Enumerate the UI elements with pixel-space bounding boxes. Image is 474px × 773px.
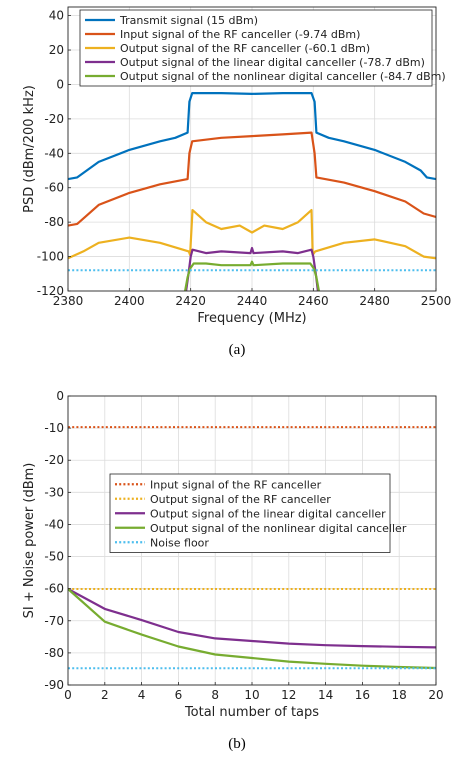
y-tick-label-8: -120 [37,284,64,298]
x-tick-label-4: 2460 [298,294,329,308]
x-tick-label-6: 12 [281,688,296,702]
legend-box [79,9,433,87]
y-tick-label-2: -20 [44,453,64,467]
caption-a: (a) [229,342,246,358]
x-tick-label-2: 2420 [175,294,206,308]
legend-label-2: Output signal of the RF canceller (-60.1… [120,42,370,55]
y-tick-label-3: -20 [44,112,64,126]
x-tick-label-1: 2 [101,688,109,702]
series-group [68,426,436,670]
caption-b: (b) [228,736,246,752]
y-tick-label-7: -100 [37,250,64,264]
x-tick-label-4: 8 [211,688,219,702]
x-axis-label: Total number of taps [184,705,319,720]
y-tick-label-3: -30 [44,485,64,499]
y-tick-label-0: 0 [56,389,64,403]
series-line-4 [184,260,320,291]
y-tick-label-9: -90 [44,678,64,692]
x-tick-label-0: 0 [64,688,72,702]
x-axis-label: Frequency (MHz) [197,311,306,326]
series-line-1 [68,131,436,227]
series-line-0 [68,91,436,181]
y-tick-label-5: -60 [44,181,64,195]
x-tick-label-5: 10 [244,688,259,702]
x-tick-label-3: 6 [175,688,183,702]
legend-label-2: Output signal of the linear digital canc… [150,507,386,520]
legend-label-1: Output signal of the RF canceller [150,493,331,506]
legend-box [109,473,391,553]
x-tick-label-9: 18 [392,688,407,702]
series-line-2 [68,588,436,649]
x-tick-label-7: 14 [318,688,333,702]
chart-si-noise-power: 0 2 4 6 8 10 12 14 16 18 20 0 -10 -20 -30 -40 -50 -60 -70 -… [22,389,444,720]
y-tick-label-4: -40 [44,146,64,160]
y-tick-label-4: -40 [44,517,64,531]
x-tick-label-10: 20 [428,688,443,702]
legend-label-0: Transmit signal (15 dBm) [119,14,258,27]
legend-label-3: Output signal of the linear digital canc… [120,56,425,69]
chart-psd: 2380 2400 2420 2440 2460 2480 2500 40 20 0 -20 -40 -… [22,6,452,326]
legend: Transmit signal (15 dBm)Input signal of … [79,9,446,87]
series-line-2 [68,209,436,260]
series-line-3 [185,246,319,291]
legend-label-1: Input signal of the RF canceller (-9.74 … [120,28,360,41]
legend-label-4: Output signal of the nonlinear digital c… [120,70,446,83]
legend: Input signal of the RF canceller Output s… [109,473,407,553]
x-tick-label-5: 2480 [359,294,390,308]
y-tick-label-0: 40 [49,9,64,23]
x-tick-label-0: 2380 [53,294,84,308]
y-tick-label-5: -50 [44,550,64,564]
y-tick-label-2: 0 [56,77,64,91]
y-tick-label-7: -70 [44,614,64,628]
legend-label-3: Output signal of the nonlinear digital c… [150,522,407,535]
x-tick-label-6: 2500 [421,294,452,308]
x-tick-label-1: 2400 [114,294,145,308]
x-tick-label-3: 2440 [237,294,268,308]
series-line-3 [68,588,436,670]
y-tick-label-6: -80 [44,215,64,229]
y-axis-label: PSD (dBm/200 kHz) [22,85,37,213]
legend-label-0: Input signal of the RF canceller [150,478,322,491]
series-group [68,91,436,291]
x-tick-label-8: 16 [355,688,370,702]
y-tick-label-1: 20 [49,43,64,57]
y-axis-label: SI + Noise power (dBm) [22,463,37,619]
y-tick-label-6: -60 [44,582,64,596]
x-tick-label-2: 4 [138,688,146,702]
y-tick-label-8: -80 [44,646,64,660]
legend-label-4: Noise floor [150,536,209,549]
y-tick-label-1: -10 [44,421,64,435]
